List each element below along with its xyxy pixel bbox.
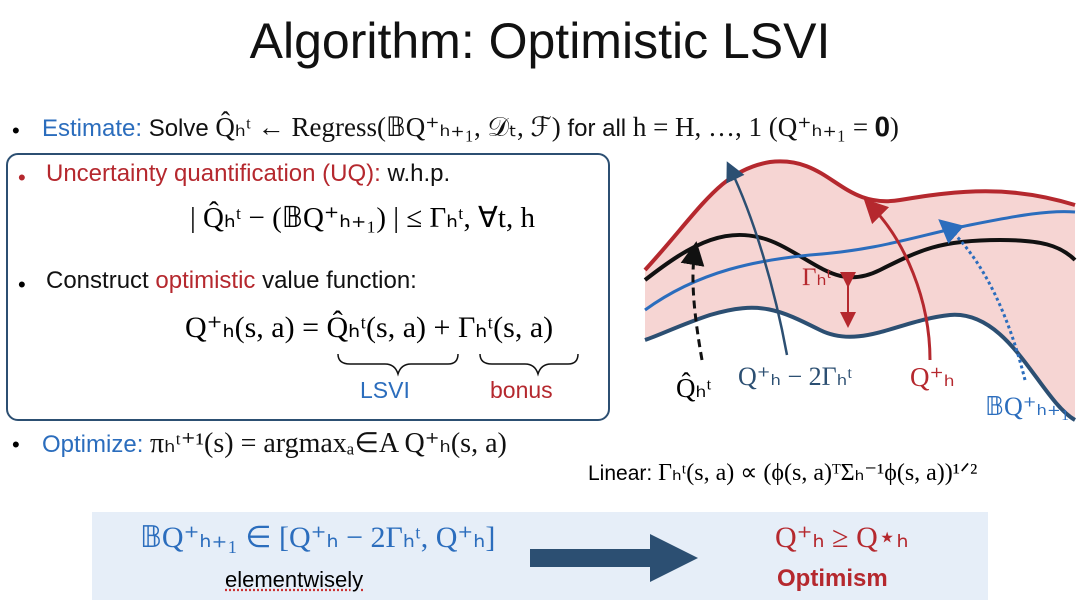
text: for all <box>567 115 627 142</box>
summary-label: Optimism <box>777 565 888 592</box>
bullet: • <box>12 118 20 143</box>
diagram-label: Q̂ₕᵗ <box>676 373 712 403</box>
text: w.h.p. <box>387 160 451 187</box>
formula: Γₕᵗ(s, a) ∝ (ϕ(s, a)ᵀΣₕ⁻¹ϕ(s, a))¹ᐟ² <box>658 460 978 486</box>
diagram-label: 𝔹Q⁺ₕ₊₁ <box>985 392 1070 421</box>
summary-formula: 𝔹Q⁺ₕ₊₁ ∈ [Q⁺ₕ − 2Γₕᵗ, Q⁺ₕ] <box>140 521 496 554</box>
box <box>6 153 610 421</box>
uq-line: Uncertainty quantification (UQ): w.h.p. <box>46 160 450 188</box>
brace-label: LSVI <box>360 377 410 403</box>
construct-line: Construct optimistic value function: <box>46 267 417 295</box>
title: Algorithm: Optimistic LSVI <box>249 13 831 69</box>
bullet: • <box>12 432 20 457</box>
bullet: • <box>18 272 26 297</box>
formula: Q̂ₕᵗ ← Regress(𝔹Q⁺ₕ₊₁, 𝒟ₜ, ℱ) <box>215 112 561 142</box>
diagram-label: Q⁺ₕ <box>910 362 955 392</box>
label: Optimize: <box>42 431 144 458</box>
bullet: • <box>18 165 26 190</box>
linear-line: Linear: Γₕᵗ(s, a) ∝ (ϕ(s, a)ᵀΣₕ⁻¹ϕ(s, a)… <box>588 458 977 487</box>
text: value function: <box>262 267 417 294</box>
diagram <box>643 159 1077 422</box>
optimize-line: Optimize: πₕᵗ⁺¹(s) = argmaxₐ∈A Q⁺ₕ(s, a) <box>42 426 507 460</box>
label: Estimate: <box>42 115 143 142</box>
diagram-label: Q⁺ₕ − 2Γₕᵗ <box>738 362 853 391</box>
text: Construct <box>46 267 149 294</box>
diagram-label: Γₕᵗ <box>802 264 832 291</box>
estimate-line: Estimate: Solve Q̂ₕᵗ ← Regress(𝔹Q⁺ₕ₊₁, 𝒟… <box>42 112 899 144</box>
formula: Q⁺ₕ(s, a) = Q̂ₕᵗ(s, a) + Γₕᵗ(s, a) <box>185 311 554 344</box>
brace-label: bonus <box>490 377 553 403</box>
label: Linear: <box>588 462 653 485</box>
formula: πₕᵗ⁺¹(s) = argmaxₐ∈A Q⁺ₕ(s, a) <box>150 428 507 459</box>
label: Uncertainty quantification (UQ): <box>46 160 381 187</box>
text: Solve <box>148 115 209 142</box>
summary-note: elementwisely <box>225 567 364 592</box>
braces <box>337 353 579 377</box>
formula: h = H, …, 1 (Q⁺ₕ₊₁ = 𝟎) <box>632 112 899 142</box>
arrow <box>530 534 698 582</box>
summary-result: Q⁺ₕ ≥ Q⋆ₕ <box>775 521 909 554</box>
highlight: optimistic <box>155 267 256 294</box>
formula: | Q̂ₕᵗ − (𝔹Q⁺ₕ₊₁) | ≤ Γₕᵗ, ∀t, h <box>190 202 535 234</box>
